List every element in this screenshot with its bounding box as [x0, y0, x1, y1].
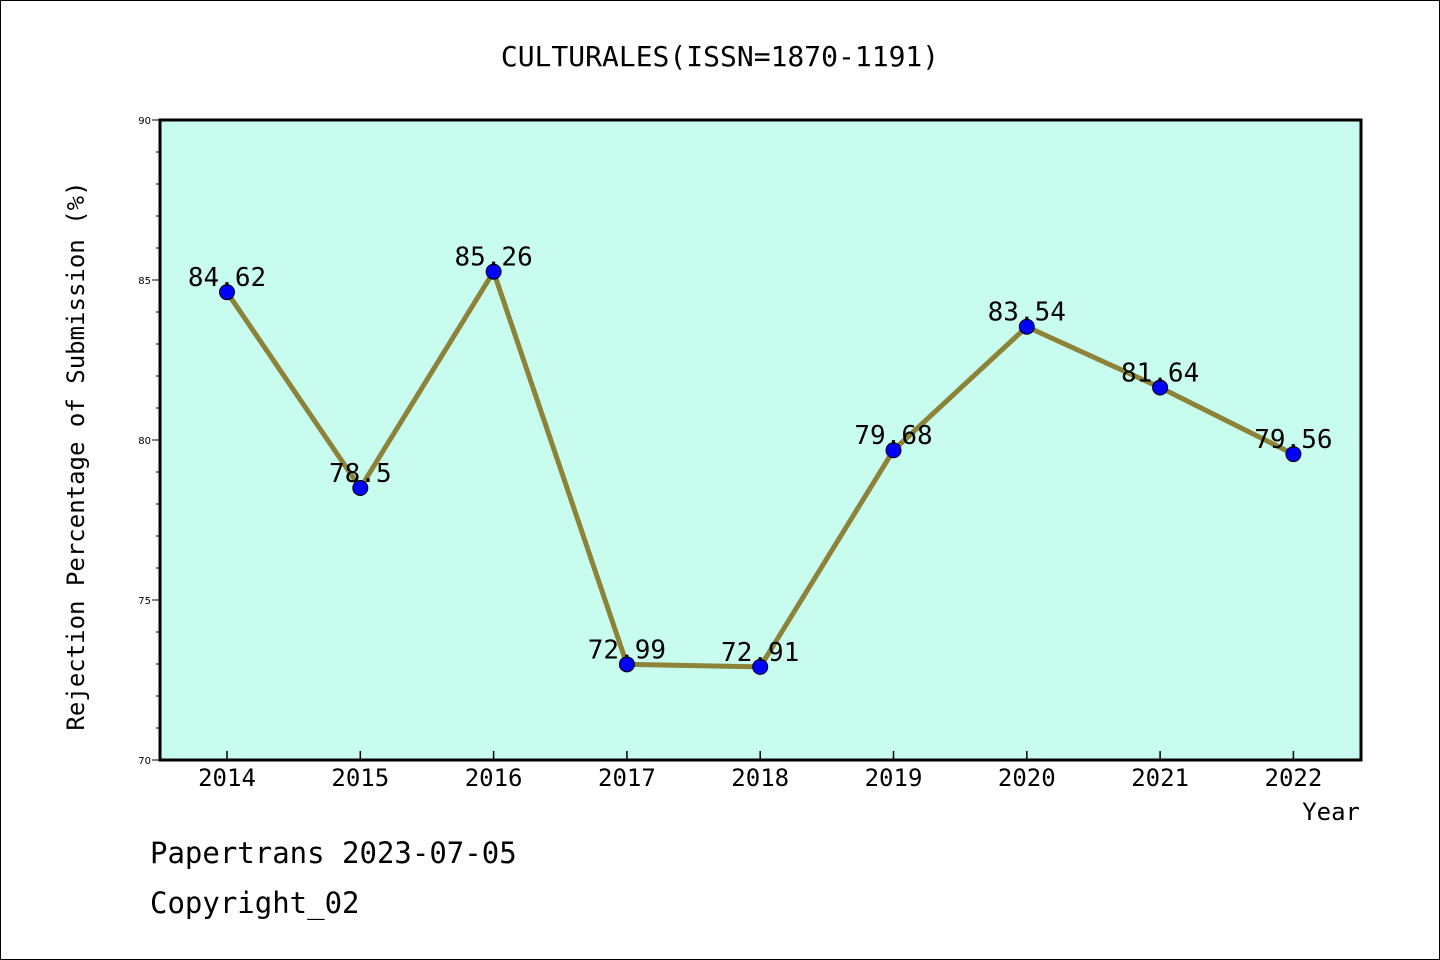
data-point — [885, 442, 902, 459]
data-label: 81.64 — [1121, 359, 1199, 389]
data-point — [1152, 379, 1169, 396]
y-tick-label: 70 — [138, 756, 151, 767]
x-tick-label: 2014 — [198, 764, 256, 792]
chart-title: CULTURALES(ISSN=1870-1191) — [501, 40, 939, 73]
y-tick-label: 85 — [138, 276, 151, 287]
y-tick-label: 90 — [138, 116, 151, 127]
x-tick-label: 2015 — [331, 764, 389, 792]
x-tick-label: 2020 — [998, 764, 1056, 792]
data-point — [1018, 318, 1035, 335]
data-point — [1285, 446, 1302, 463]
footer-date: Papertrans 2023-07-05 — [150, 836, 517, 870]
data-point — [618, 656, 635, 673]
data-point — [352, 480, 369, 496]
x-tick-label: 2021 — [1131, 764, 1189, 792]
data-point — [219, 284, 235, 301]
data-label: 72.99 — [588, 635, 666, 665]
data-label: 78.5 — [329, 459, 392, 489]
data-point — [752, 658, 769, 675]
data-label: 79.68 — [854, 421, 932, 451]
x-tick-label: 2016 — [465, 764, 523, 792]
plot-border — [158, 118, 1363, 762]
data-label: 84.62 — [188, 263, 266, 293]
data-label: 83.54 — [988, 298, 1066, 328]
y-tick-label: 75 — [138, 596, 151, 607]
data-label: 79.56 — [1254, 425, 1332, 455]
plot-area — [160, 120, 1361, 760]
x-tick-label: 2022 — [1265, 764, 1323, 792]
footer-copyright: Copyright_02 — [150, 886, 360, 920]
data-label: 85.26 — [454, 243, 532, 273]
x-axis-ticks: 2014 2015 2016 2017 2018 2019 2020 2021 2022 — [198, 751, 1322, 792]
y-axis-label: Rejection Percentage of Submission (%) — [62, 181, 90, 730]
data-labels: 84.62 78.5 85.26 72.99 72.91 79.68 83.54 81.64 7… — [188, 243, 1333, 668]
x-axis-label: Year — [1302, 798, 1360, 826]
y-tick-label: 80 — [138, 436, 151, 447]
x-tick-label: 2018 — [731, 764, 789, 792]
x-tick-label: 2017 — [598, 764, 656, 792]
data-point — [485, 263, 502, 280]
x-tick-label: 2019 — [865, 764, 923, 792]
data-label: 72.91 — [721, 638, 799, 668]
y-axis-ticks: 70 75 80 85 90 — [138, 116, 160, 767]
series-markers — [219, 263, 1302, 675]
